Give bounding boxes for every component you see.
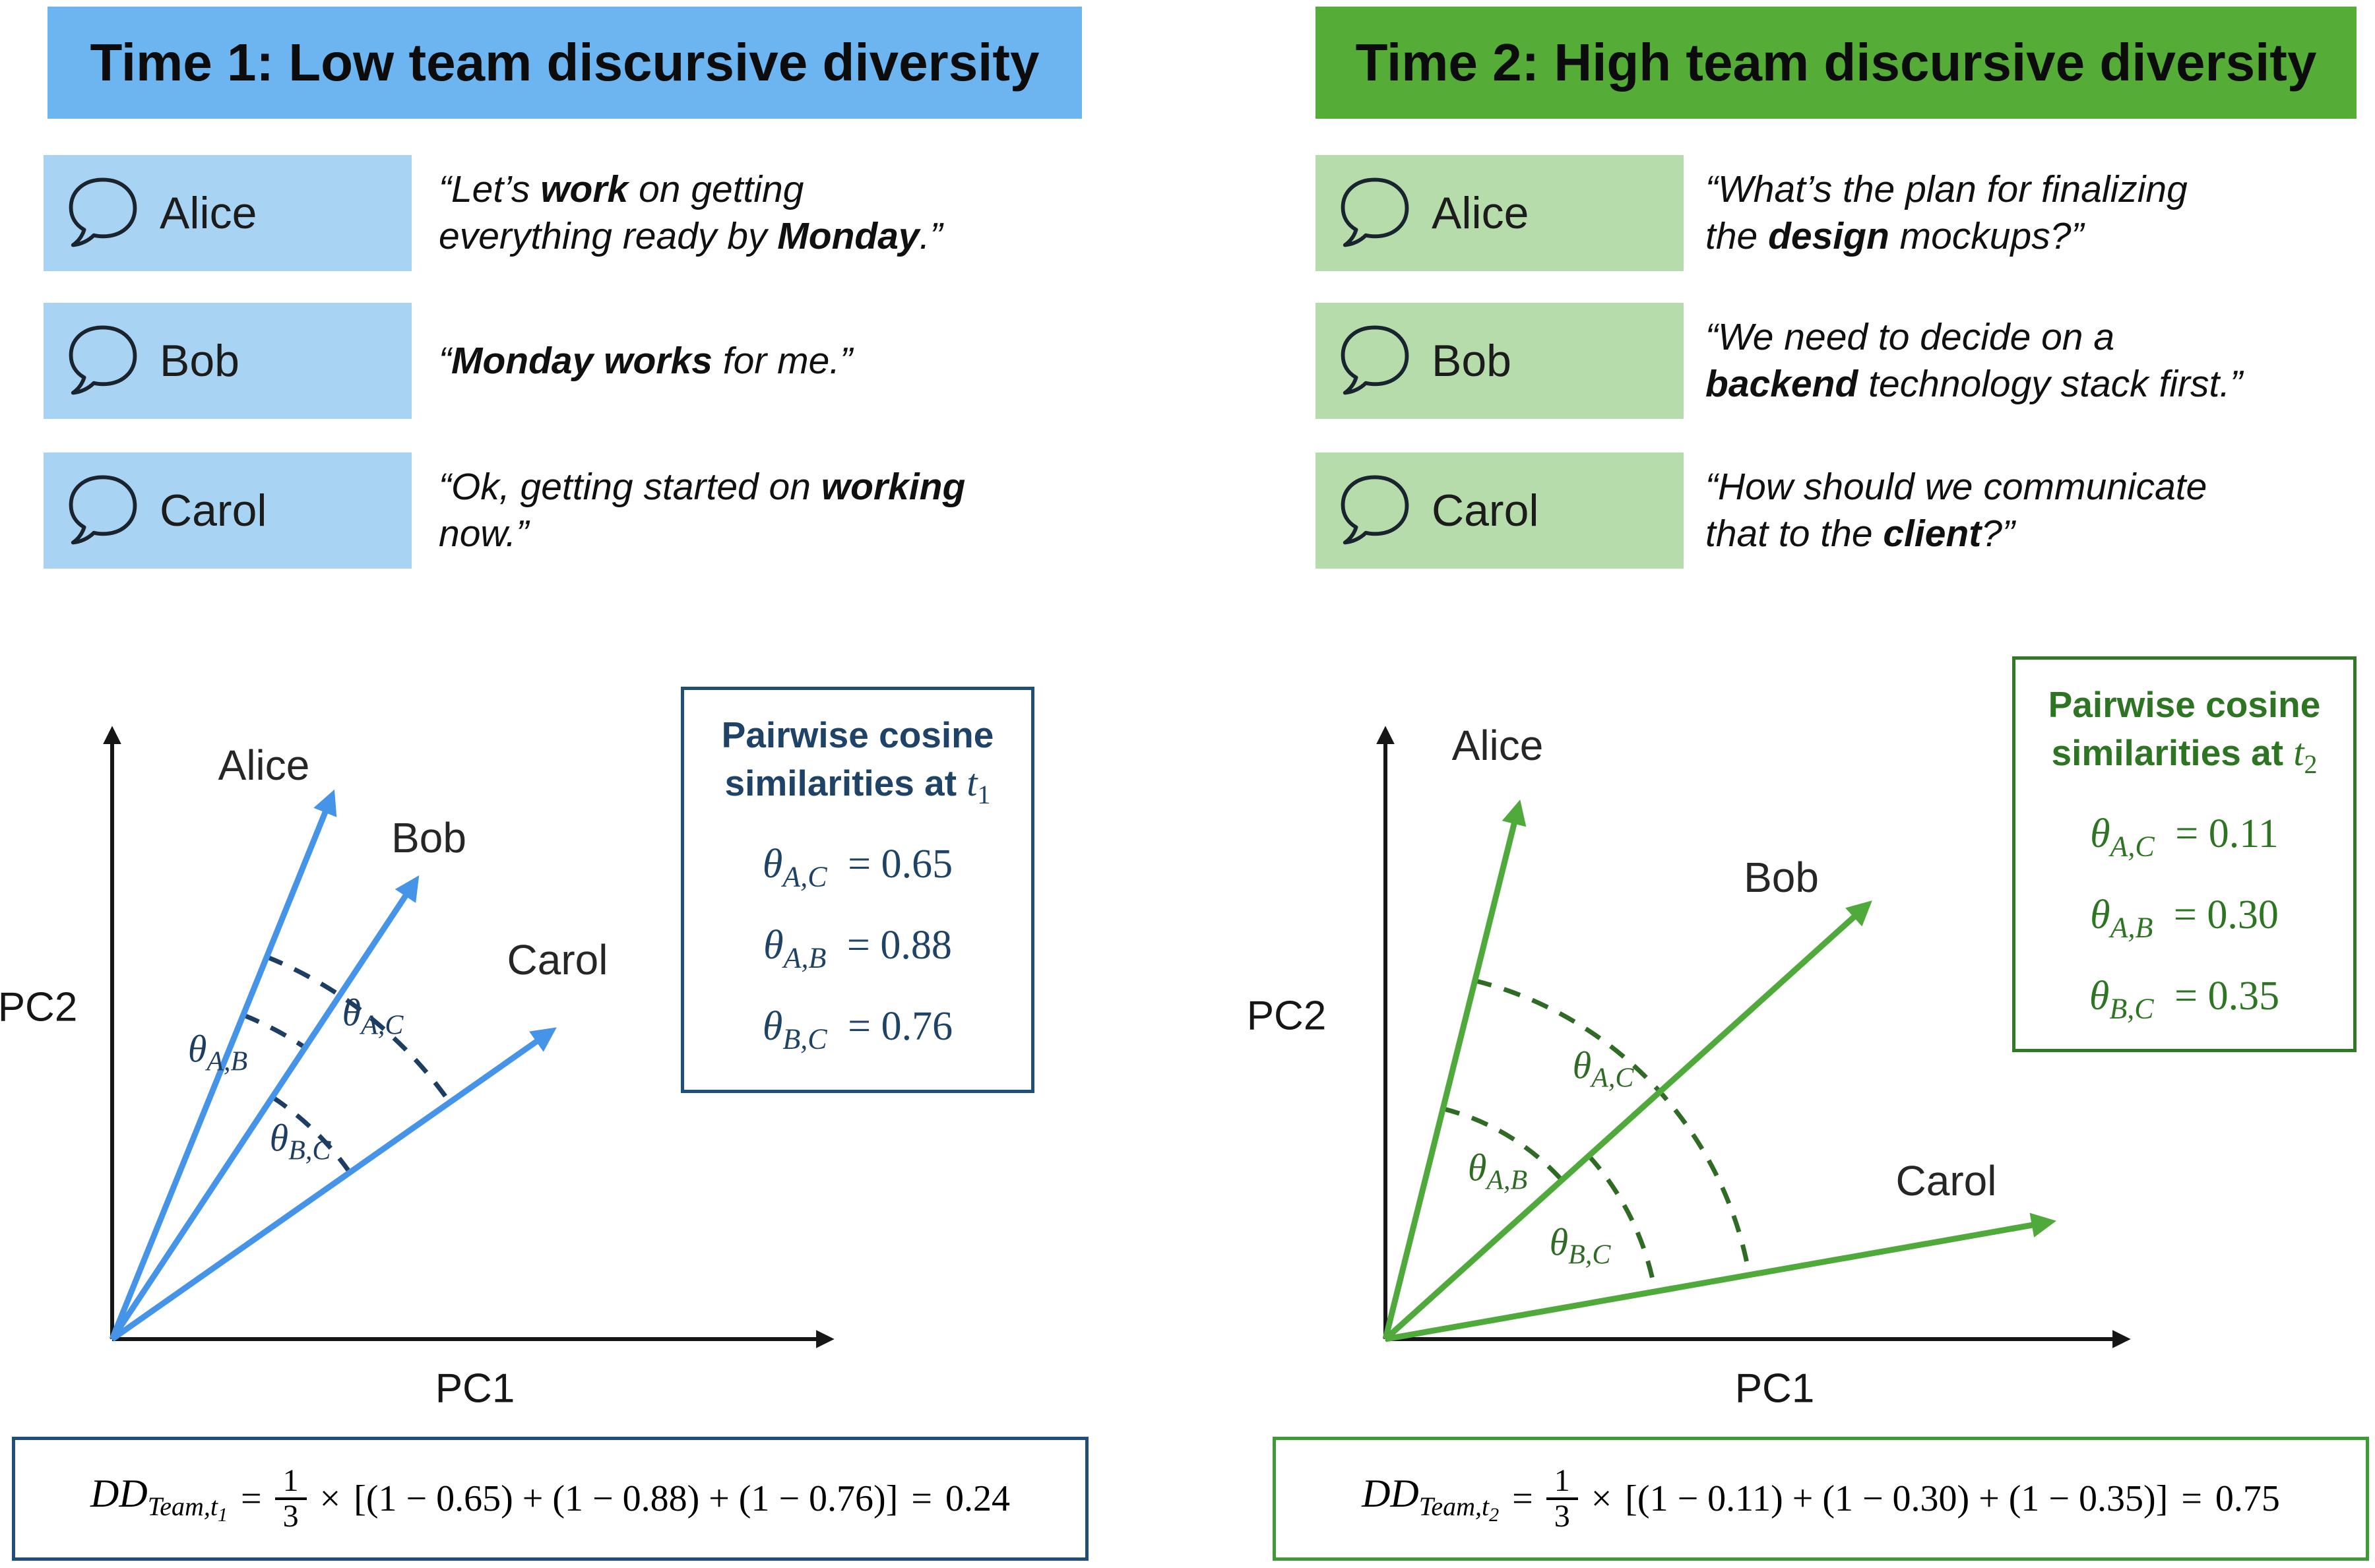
speech-bubble-icon <box>69 177 137 247</box>
vector-label-carol-t2: Carol <box>1895 1157 1997 1205</box>
similarity-box-t2: Pairwise cosine similarities at t2 θA,C … <box>2012 656 2357 1052</box>
quote-line: “Ok, getting started on working <box>439 466 966 509</box>
vector-carol <box>110 1027 557 1342</box>
quote-line: “Monday works for me.” <box>439 339 853 382</box>
vector-alice <box>1382 800 1527 1340</box>
quote-bob-t1: “Monday works for me.” <box>439 303 1283 419</box>
similarity-value-ab: θA,B = 0.30 <box>2090 893 2279 944</box>
speaker-name: Bob <box>1432 336 1511 386</box>
similarity-value-ab: θA,B = 0.88 <box>763 923 952 974</box>
arc-theta-ab <box>1442 1106 1564 1182</box>
arc-theta-bc <box>270 1095 352 1174</box>
speech-bubble-icon <box>69 475 137 545</box>
one-third-fraction: 1 3 <box>1546 1464 1578 1534</box>
quote-line: backend technology stack first.” <box>1705 363 2243 405</box>
similarity-value-bc: θB,C = 0.76 <box>762 1004 953 1055</box>
similarity-value-ac: θA,C = 0.65 <box>762 841 953 893</box>
quote-carol-t1: “Ok, getting started on working now.” <box>439 453 1283 569</box>
angle-label-theta-ab-t2: θA,B <box>1467 1146 1528 1196</box>
speech-bubble-icon <box>69 325 137 395</box>
speaker-tag-carol-t2: Carol <box>1315 453 1684 569</box>
quote-line: “How should we communicate <box>1705 466 2207 509</box>
speaker-tag-alice-t1: Alice <box>44 155 412 271</box>
vector-label-alice-t1: Alice <box>218 741 310 789</box>
quote-line: the design mockups?” <box>1705 215 2084 257</box>
vector-bob <box>110 875 420 1341</box>
pc2-axis-label-t1: PC2 <box>0 984 78 1030</box>
vector-label-carol-t1: Carol <box>507 936 608 984</box>
angle-label-theta-ac-t2: θA,C <box>1572 1044 1634 1094</box>
vector-label-alice-t2: Alice <box>1451 722 1544 769</box>
speaker-name: Alice <box>160 188 257 238</box>
speaker-name: Carol <box>1432 486 1539 536</box>
pca-plot-t2 <box>1376 726 2131 1348</box>
speaker-name: Carol <box>160 486 267 536</box>
pc2-axis-label-t2: PC2 <box>1246 993 1327 1039</box>
speaker-name: Alice <box>1432 188 1529 238</box>
arc-theta-ac <box>1474 978 1752 1276</box>
vector-label-bob-t1: Bob <box>391 814 466 862</box>
pca-plot-t1 <box>103 726 835 1348</box>
quote-line: that to the client?” <box>1705 513 2015 555</box>
speaker-tag-bob-t2: Bob <box>1315 303 1684 419</box>
quote-line: “Let’s work on getting <box>439 168 804 211</box>
quote-line: everything ready by Monday.” <box>439 215 943 257</box>
similarity-box-title: Pairwise cosine similarities at t1 <box>721 714 994 809</box>
arc-theta-bc <box>1587 1154 1658 1292</box>
quote-alice-t1: “Let’s work on getting everything ready … <box>439 155 1283 271</box>
quote-line: “We need to decide on a <box>1705 316 2115 359</box>
arc-theta-ab <box>242 1013 307 1050</box>
quote-bob-t2: “We need to decide on a backend technolo… <box>1705 303 2375 419</box>
speaker-name: Bob <box>160 336 239 386</box>
pc1-axis-label-t2: PC1 <box>1734 1365 1815 1412</box>
vector-carol <box>1385 1212 2057 1342</box>
time1-title: Time 1: Low team discursive diversity <box>90 33 1040 92</box>
vector-bob <box>1383 900 1872 1342</box>
arc-theta-ac <box>265 955 452 1104</box>
dd-term: DDTeam,t2 <box>1362 1472 1500 1526</box>
angle-label-theta-bc-t1: θB,C <box>269 1116 331 1166</box>
time1-banner: Time 1: Low team discursive diversity <box>48 7 1082 119</box>
pc1-axis-label-t1: PC1 <box>435 1365 515 1412</box>
similarity-value-bc: θB,C = 0.35 <box>2089 974 2280 1025</box>
quote-line: “What’s the plan for finalizing <box>1705 168 2188 211</box>
speaker-tag-carol-t1: Carol <box>44 453 412 569</box>
time2-title: Time 2: High team discursive diversity <box>1355 33 2317 92</box>
speech-bubble-icon <box>1341 325 1409 395</box>
angle-label-theta-ac-t1: θA,C <box>342 991 404 1041</box>
speaker-tag-bob-t1: Bob <box>44 303 412 419</box>
dd-formula-t1: DDTeam,t1 = 1 3 × [(1 − 0.65) + (1 − 0.8… <box>12 1437 1089 1561</box>
quote-carol-t2: “How should we communicate that to the c… <box>1705 453 2375 569</box>
dd-term: DDTeam,t1 <box>90 1472 228 1526</box>
similarity-box-title: Pairwise cosine similarities at t2 <box>2048 684 2321 779</box>
quote-line: now.” <box>439 513 529 555</box>
speech-bubble-icon <box>1341 475 1409 545</box>
angle-label-theta-bc-t2: θB,C <box>1549 1220 1611 1270</box>
vector-alice <box>109 789 337 1340</box>
one-third-fraction: 1 3 <box>274 1464 307 1534</box>
similarity-box-t1: Pairwise cosine similarities at t1 θA,C … <box>681 687 1034 1093</box>
similarity-value-ac: θA,C = 0.11 <box>2090 811 2279 863</box>
speaker-tag-alice-t2: Alice <box>1315 155 1684 271</box>
vector-label-bob-t2: Bob <box>1744 854 1819 901</box>
time2-banner: Time 2: High team discursive diversity <box>1315 7 2357 119</box>
dd-formula-t2: DDTeam,t2 = 1 3 × [(1 − 0.11) + (1 − 0.3… <box>1273 1437 2369 1561</box>
angle-label-theta-ab-t1: θA,B <box>187 1027 248 1077</box>
speech-bubble-icon <box>1341 177 1409 247</box>
quote-alice-t2: “What’s the plan for finalizing the desi… <box>1705 155 2375 271</box>
